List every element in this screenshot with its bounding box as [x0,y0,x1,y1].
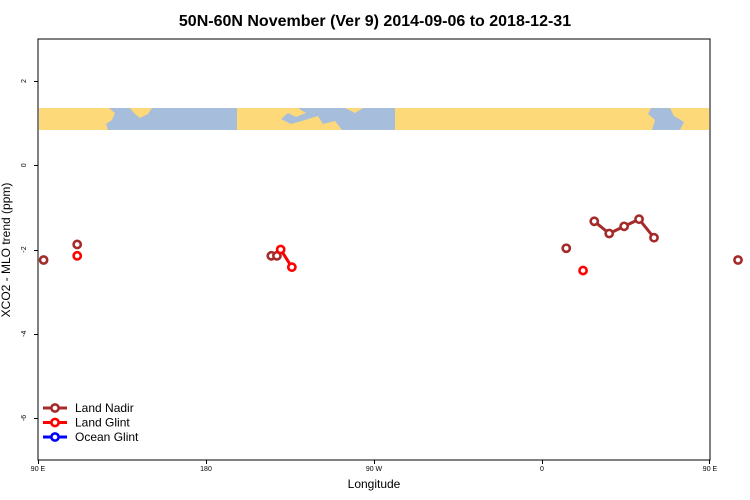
map-land-shapes [39,108,709,130]
legend-swatch-marker [50,432,60,442]
data-point [578,265,588,276]
map-land-shape [395,108,655,130]
data-point [286,262,297,273]
data-point [619,221,630,232]
data-point [561,243,572,254]
map-land-shape [345,108,363,113]
series-layer [38,214,743,276]
x-tick-label: 180 [200,466,212,473]
data-point [589,216,600,227]
y-tick-label: -6 [21,415,28,421]
data-point [733,255,743,265]
legend-label: Land Nadir [75,401,134,415]
legend-label: Ocean Glint [75,430,139,444]
data-point [72,239,83,250]
y-tick-label: 2 [21,79,28,83]
x-tick-label: 0 [540,466,544,473]
data-point [72,250,83,261]
legend-swatch-marker [50,403,60,413]
y-axis: 2 0 -2 -4 -6 [21,79,38,421]
y-tick-label: -4 [21,330,28,336]
x-tick-label: 90 E [703,466,718,473]
map-land-shape [130,108,152,118]
series-land-glint [72,244,588,276]
legend-item: Land Glint [43,416,130,430]
legend-label: Land Glint [75,416,130,430]
map-land-shape [237,108,342,130]
data-point [604,228,615,239]
x-tick-label: 90 W [366,466,383,473]
data-point [275,244,286,255]
x-axis-label: Longitude [348,477,401,491]
chart-title: 50N-60N November (Ver 9) 2014-09-06 to 2… [179,13,571,30]
y-axis-label: XCO2 - MLO trend (ppm) [0,183,13,318]
map-land-shape [670,108,709,130]
data-point [38,255,49,265]
y-tick-label: -2 [21,246,28,252]
data-point [634,214,644,225]
series-land-nadir [38,214,743,265]
map-land-shape [39,108,115,130]
legend-item: Land Nadir [43,401,134,415]
map-strip [39,108,709,130]
x-tick-label: 90 E [31,466,46,473]
plot-frame [37,38,711,461]
legend-swatch-marker [50,417,60,428]
y-tick-label: 0 [21,163,28,167]
data-point [649,232,659,243]
legend-item: Ocean Glint [43,430,139,444]
